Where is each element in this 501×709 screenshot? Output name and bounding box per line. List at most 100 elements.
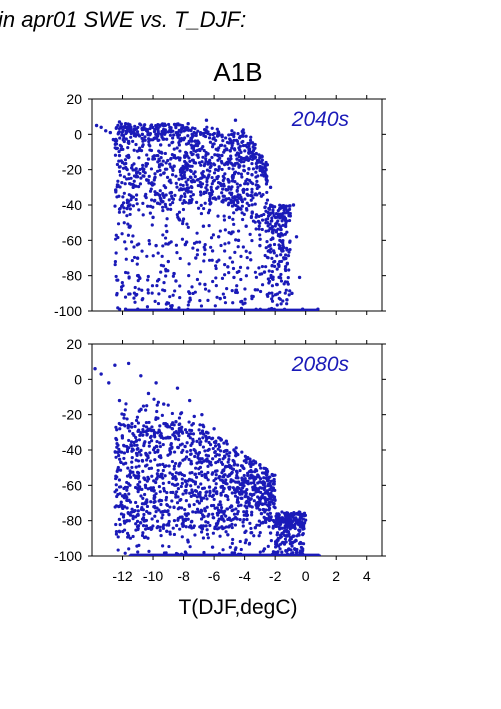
data-point [168,505,172,509]
data-point [189,128,193,133]
data-point [171,476,175,481]
data-point [141,163,145,167]
data-point [136,185,141,189]
x-tick-label: -4 [238,568,251,584]
data-point [163,185,168,190]
data-point [214,482,218,486]
data-point [217,476,221,480]
data-point [144,430,148,434]
data-point [126,204,131,208]
data-point [245,255,249,260]
data-point [201,224,206,228]
data-point [165,422,169,427]
data-point [125,177,129,181]
data-point [135,504,140,509]
data-point [181,492,185,496]
data-point [132,245,136,249]
data-point [267,269,271,273]
data-point [225,507,229,511]
data-point [194,161,198,165]
data-point [235,486,239,491]
data-point [256,495,260,499]
data-point [238,183,242,187]
data-point [125,444,129,449]
data-point [197,457,201,461]
data-point [242,168,246,173]
data-point [266,504,271,508]
data-point [170,306,174,311]
data-point [263,171,267,175]
data-point [166,259,171,264]
data-point [223,295,227,300]
data-point [230,551,234,555]
data-point [207,485,212,489]
data-point [120,434,124,438]
data-point [167,480,171,485]
data-point [236,245,240,249]
data-point [192,493,196,497]
data-point [195,253,199,257]
data-point [209,201,213,205]
data-point [244,179,248,183]
data-point [156,416,160,420]
data-point [120,204,124,208]
data-point [200,430,205,434]
data-point [133,285,137,290]
data-point [283,267,287,271]
data-point [185,450,189,454]
data-point [263,516,267,520]
data-point [238,144,242,148]
data-point [212,440,217,444]
data-point [219,143,224,147]
data-point [275,267,279,271]
data-point [211,279,215,284]
data-point [250,190,254,194]
data-point [164,242,168,246]
data-point [223,228,227,232]
data-point [139,431,143,435]
data-point [253,460,258,464]
data-point [235,182,239,186]
data-point [159,173,163,177]
data-point [299,541,303,545]
data-point [201,175,205,179]
y-tick-label: -60 [62,232,82,248]
data-point [262,471,266,475]
data-point [261,549,265,553]
data-point [132,443,137,447]
data-point [275,283,279,287]
data-point [184,162,188,166]
data-point [123,424,127,428]
data-point [235,290,239,295]
data-point [249,463,254,467]
data-point [191,437,195,441]
data-point [147,139,151,144]
data-point [243,541,247,545]
data-point [94,123,99,128]
data-point [212,516,216,520]
data-point [244,249,248,253]
data-point [285,528,289,532]
data-point [162,281,166,285]
data-point [141,429,145,434]
data-point [280,246,284,250]
data-point [159,533,163,538]
data-point [195,507,200,511]
data-point [171,201,175,205]
data-point [239,547,243,552]
data-point [120,412,124,416]
data-point [139,176,143,180]
data-point [130,443,134,448]
data-point [141,213,145,217]
data-point [246,479,250,483]
data-point [278,297,282,301]
data-point [240,204,244,208]
data-point [146,536,150,540]
data-point [287,268,291,272]
data-point [135,193,139,197]
data-point [174,478,178,482]
data-point [277,544,281,548]
data-point [274,542,278,546]
data-point [178,218,182,222]
data-point [227,215,232,220]
